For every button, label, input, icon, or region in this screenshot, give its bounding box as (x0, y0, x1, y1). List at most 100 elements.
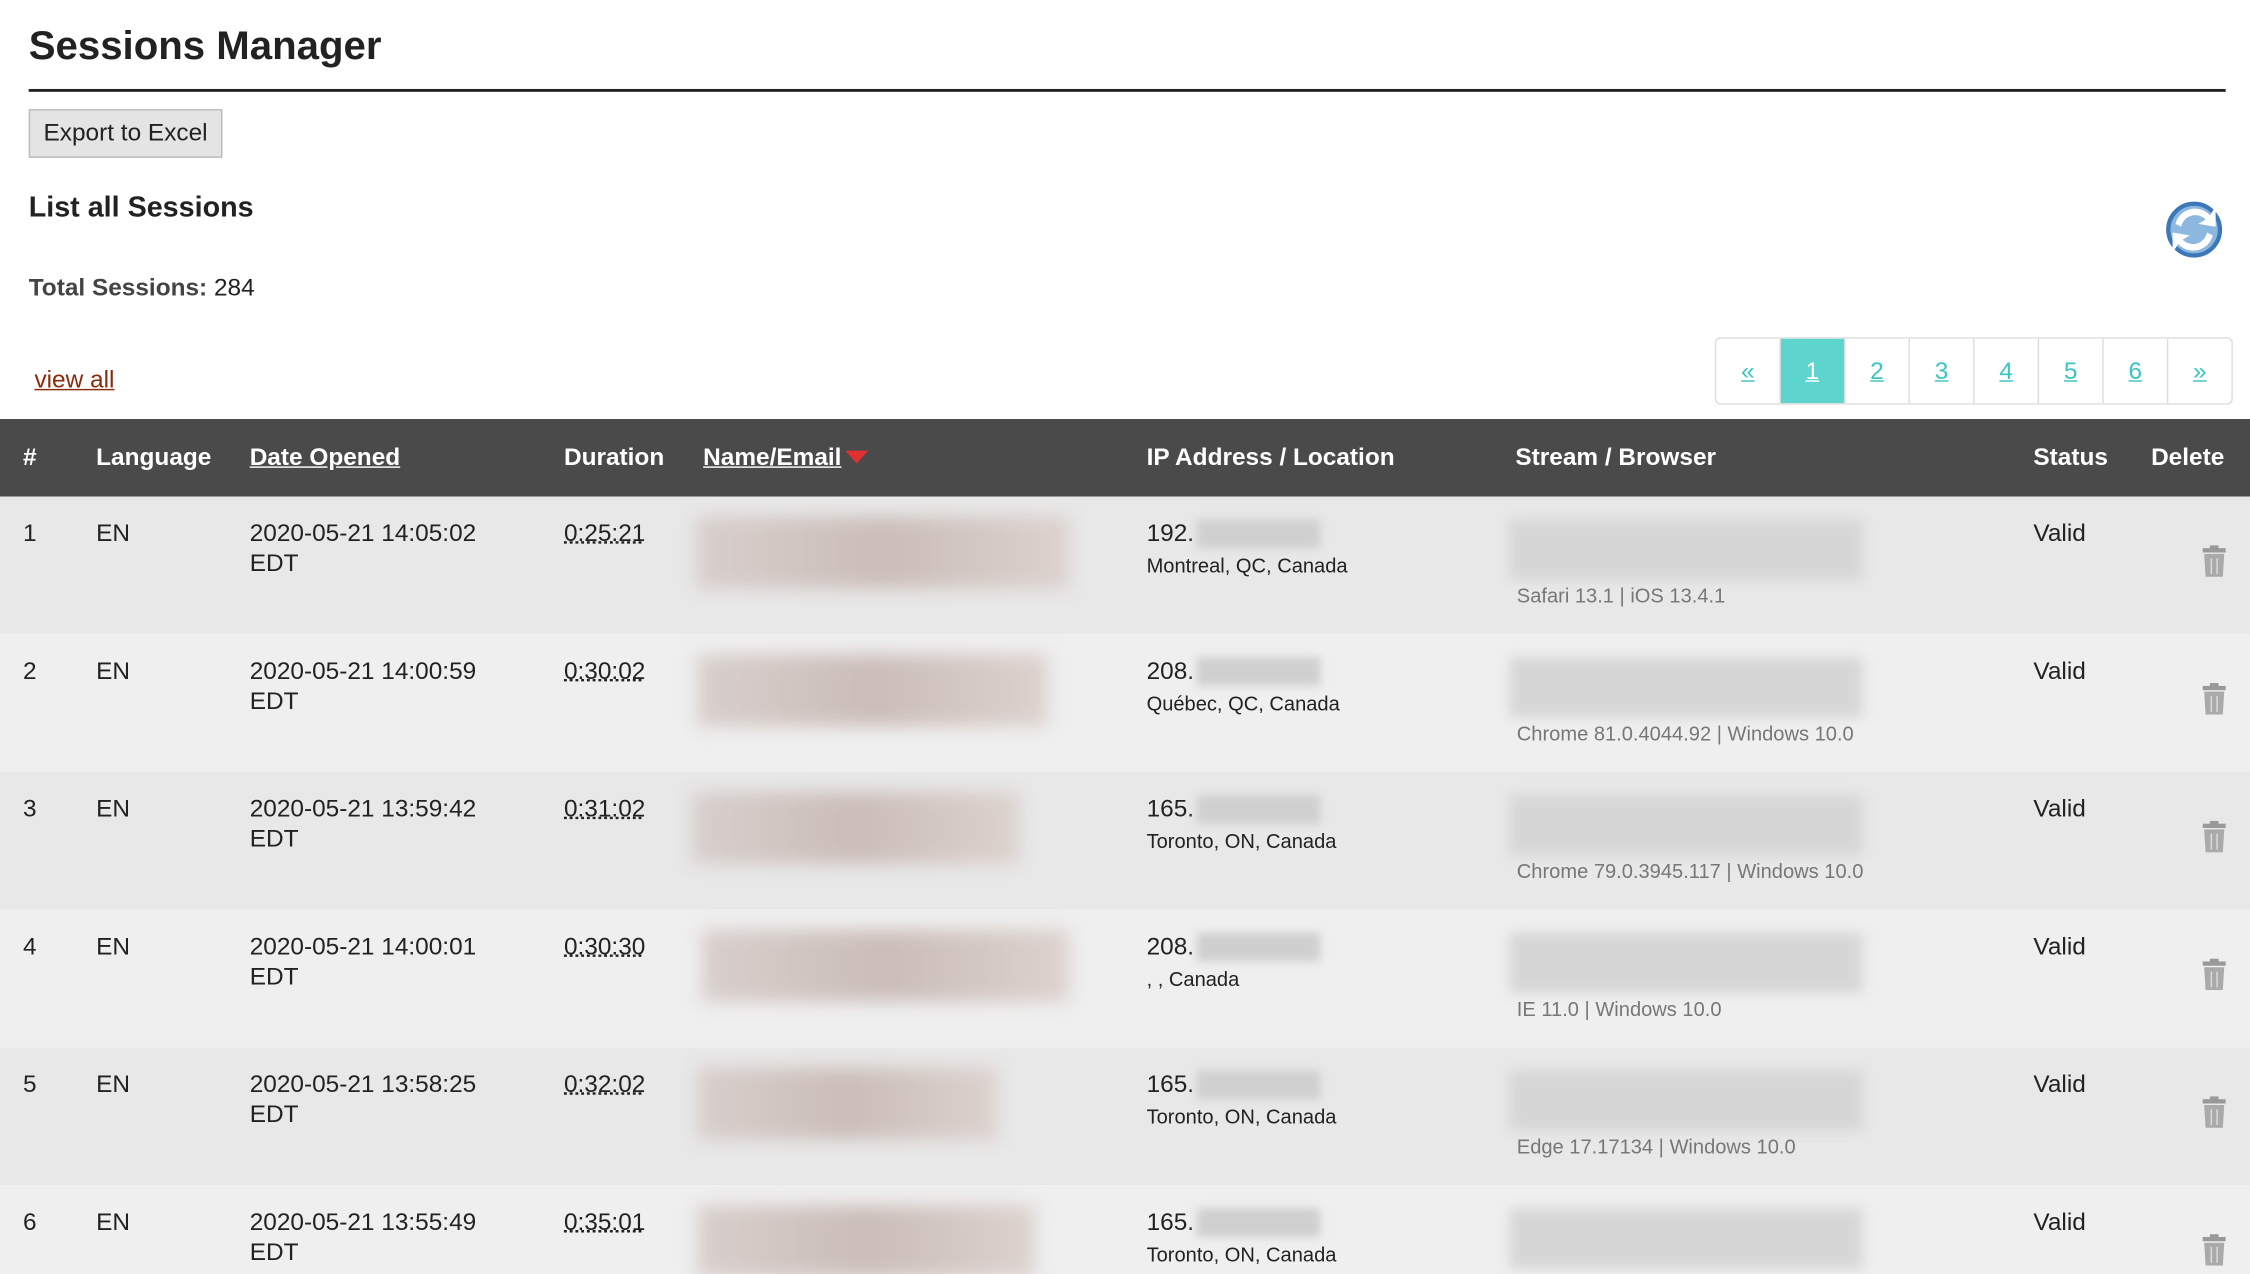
column-header: Stream / Browser (1515, 443, 1717, 471)
browser: Chrome 79.0.3945.117 | Windows 10.0 (1516, 859, 1864, 883)
page-link[interactable]: 6 (2104, 338, 2169, 404)
ip-redacted (1196, 1208, 1321, 1237)
delete-icon[interactable] (2201, 545, 2227, 577)
page-link[interactable]: 3 (1910, 338, 1975, 404)
trash-svg[interactable] (2201, 1234, 2227, 1266)
table-header: # Language Date Opened Duration Name/Email IP… (0, 419, 2250, 497)
date-opened: 2020-05-21 14:05:02 (249, 519, 477, 547)
ip-address: 165. (1146, 1208, 1195, 1236)
ip-address: 165. (1146, 794, 1195, 823)
trash-svg[interactable] (2201, 1096, 2227, 1128)
total-label: Total Sessions: (28, 274, 208, 302)
date-opened: 2020-05-21 14:00:59 (249, 657, 477, 685)
ip-address: 165. (1146, 1070, 1195, 1098)
table-row: 2 EN 2020-05-21 14:00:59 EDT 0:30:02 208. Québ… (0, 634, 2250, 773)
timezone: EDT (249, 549, 299, 577)
ip-redacted (1196, 1070, 1321, 1100)
stream-redacted (1509, 657, 1863, 718)
location: Toronto, ON, Canada (1146, 1104, 1337, 1128)
ip-address: 208. (1146, 657, 1195, 685)
ip-redacted (1196, 932, 1321, 962)
column-header: Status (2033, 443, 2108, 471)
ip-redacted (1196, 794, 1321, 824)
column-header: Language (96, 443, 212, 471)
page-link[interactable]: « (1716, 338, 1781, 404)
trash-svg[interactable] (2201, 820, 2227, 853)
name-email-redacted (697, 1205, 1035, 1274)
row-number: 4 (22, 932, 37, 961)
ip-address: 208. (1146, 932, 1195, 961)
trash-svg[interactable] (2201, 545, 2227, 577)
language: EN (96, 1208, 131, 1236)
column-header: # (22, 443, 37, 471)
timezone: EDT (249, 825, 299, 853)
duration[interactable]: 0:30:30 (563, 932, 646, 961)
page-link[interactable]: » (2193, 357, 2207, 385)
stream-redacted (1509, 794, 1863, 856)
status: Valid (2033, 519, 2086, 547)
column-header[interactable]: Date Opened (249, 443, 401, 471)
language: EN (96, 794, 131, 823)
status: Valid (2033, 932, 2086, 961)
duration[interactable]: 0:35:01 (563, 1208, 646, 1236)
duration[interactable]: 0:30:02 (563, 657, 646, 685)
date-opened: 2020-05-21 13:58:25 (249, 1070, 477, 1098)
row-number: 2 (22, 657, 37, 685)
ip-redacted (1196, 519, 1321, 549)
column-header: Delete (2151, 443, 2225, 471)
delete-icon[interactable] (2201, 958, 2227, 991)
browser: IE 11.0 | Windows 10.0 (1516, 997, 1722, 1021)
total-sessions: Total Sessions: 284 (29, 274, 255, 303)
total-value: 284 (213, 274, 255, 302)
stream-redacted (1509, 932, 1863, 994)
status: Valid (2033, 1070, 2086, 1098)
timezone: EDT (249, 687, 299, 715)
delete-icon[interactable] (2201, 1096, 2227, 1128)
stream-redacted (1509, 1208, 1863, 1269)
row-number: 1 (22, 519, 37, 547)
timezone: EDT (249, 962, 299, 991)
language: EN (96, 519, 131, 547)
page-link[interactable]: 1 (1780, 338, 1846, 404)
location: Québec, QC, Canada (1146, 691, 1340, 715)
row-number: 3 (22, 794, 37, 823)
browser: Safari 13.1 | iOS 13.4.1 (1516, 584, 1726, 608)
name-email-redacted (691, 792, 1019, 864)
table-row: 3 EN 2020-05-21 13:59:42 EDT 0:31:02 165. Toro… (0, 772, 2250, 910)
delete-icon[interactable] (2201, 820, 2227, 853)
title-rule (28, 88, 2226, 92)
pagination: «1 2 3 4 5 6 » (1714, 337, 2233, 405)
export-button[interactable]: Export to Excel (28, 109, 223, 158)
delete-icon[interactable] (2201, 683, 2227, 715)
name-email-redacted (697, 1067, 998, 1140)
location: Toronto, ON, Canada (1146, 1242, 1337, 1266)
row-number: 5 (22, 1070, 37, 1098)
stream-redacted (1509, 519, 1863, 580)
date-opened: 2020-05-21 13:59:42 (249, 794, 477, 823)
language: EN (96, 657, 131, 685)
page-link[interactable]: 2 (1845, 338, 1910, 404)
sort-arrow[interactable] (845, 450, 869, 464)
name-email-redacted (701, 929, 1070, 1002)
view-all-link[interactable]: view all (34, 365, 115, 394)
stream-redacted (1509, 1070, 1863, 1131)
column-header[interactable]: Name/Email (703, 443, 842, 471)
refresh-icon[interactable] (2164, 198, 2224, 261)
section-title: List all Sessions (28, 192, 254, 224)
date-opened: 2020-05-21 13:55:49 (249, 1208, 477, 1236)
delete-icon[interactable] (2201, 1234, 2227, 1266)
duration[interactable]: 0:32:02 (563, 1070, 646, 1098)
page-link[interactable]: 5 (2039, 338, 2104, 404)
page-link[interactable]: 4 (1975, 338, 2040, 404)
browser: Chrome 81.0.4044.92 | Windows 10.0 (1516, 721, 1854, 745)
status: Valid (2033, 657, 2086, 685)
duration[interactable]: 0:25:21 (563, 519, 646, 547)
duration[interactable]: 0:31:02 (563, 794, 646, 823)
row-number: 6 (22, 1208, 37, 1236)
trash-svg[interactable] (2201, 958, 2227, 991)
table-row: 4 EN 2020-05-21 14:00:01 EDT 0:30:30 208. , , … (0, 909, 2250, 1048)
trash-svg[interactable] (2201, 683, 2227, 715)
status: Valid (2033, 794, 2086, 823)
language: EN (96, 1070, 131, 1098)
